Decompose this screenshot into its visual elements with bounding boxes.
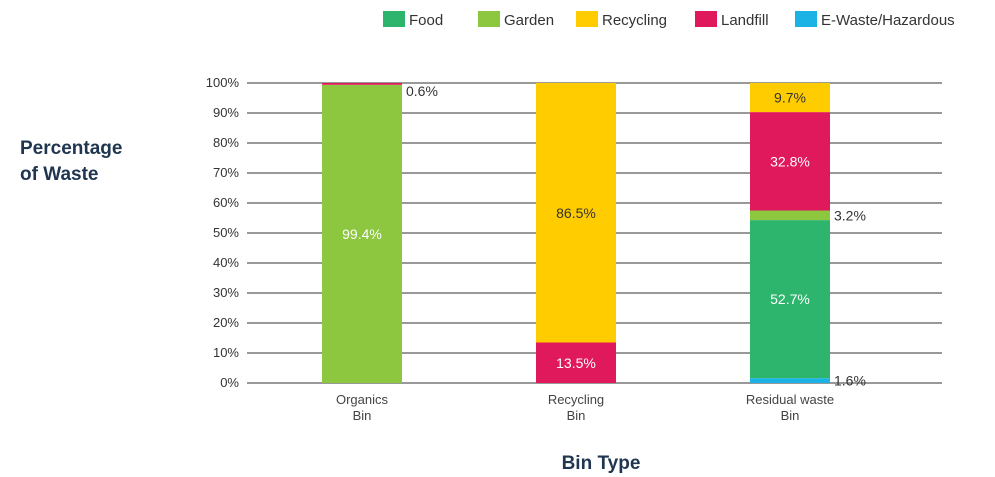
x-category-label: Residual waste Bin bbox=[746, 392, 834, 423]
legend-item-food: Food bbox=[383, 11, 443, 29]
legend-swatch bbox=[383, 11, 405, 27]
bar-segment-recycling bbox=[750, 83, 830, 113]
bar-segment-e-waste-hazardous bbox=[750, 378, 830, 383]
x-category-label: Organics Bin bbox=[336, 392, 389, 423]
bar-segment-landfill bbox=[750, 112, 830, 211]
legend-label: Food bbox=[409, 12, 443, 29]
bar-segment-garden bbox=[750, 210, 830, 221]
y-tick-label: 100% bbox=[206, 75, 240, 90]
legend-label: E-Waste/Hazardous bbox=[821, 12, 955, 29]
x-axis-title: Bin Type bbox=[562, 453, 641, 474]
x-category-label: Recycling Bin bbox=[548, 392, 604, 423]
data-label: 13.5% bbox=[556, 355, 596, 371]
data-label: 52.7% bbox=[770, 291, 810, 307]
legend-item-e-waste-hazardous: E-Waste/Hazardous bbox=[795, 11, 955, 29]
y-axis-ticks: 0% 10% 20% 30% 40% 50% 60% 70% 80% 90% 100% bbox=[206, 75, 240, 390]
legend-item-landfill: Landfill bbox=[695, 11, 769, 29]
data-labels: 99.4% 0.6% 13.5% 86.5% 1.6% 52.7% 3.2% 32.8% 9.7… bbox=[342, 83, 866, 389]
y-axis-title: Percentage of Waste bbox=[20, 138, 122, 185]
legend-item-garden: Garden bbox=[478, 11, 554, 29]
bars bbox=[322, 83, 830, 384]
legend-label: Recycling bbox=[602, 12, 667, 29]
y-tick-label: 50% bbox=[213, 225, 239, 240]
bar-segment-landfill bbox=[322, 83, 402, 85]
bar-segment-food bbox=[750, 220, 830, 379]
x-axis-categories: Organics Bin Recycling Bin Residual waste Bin bbox=[336, 392, 834, 423]
data-label: 9.7% bbox=[774, 90, 806, 106]
y-tick-label: 10% bbox=[213, 345, 239, 360]
data-label: 1.6% bbox=[834, 373, 866, 389]
legend-swatch bbox=[576, 11, 598, 27]
legend-label: Landfill bbox=[721, 12, 769, 29]
bar-segment-garden bbox=[322, 84, 402, 384]
y-axis-title-line: Percentage bbox=[20, 138, 122, 159]
y-tick-label: 70% bbox=[213, 165, 239, 180]
legend-swatch bbox=[795, 11, 817, 27]
y-tick-label: 40% bbox=[213, 255, 239, 270]
bar-segment-recycling bbox=[536, 83, 616, 343]
legend-swatch bbox=[695, 11, 717, 27]
data-label: 32.8% bbox=[770, 153, 810, 169]
data-label: 86.5% bbox=[556, 205, 596, 221]
bar-segment-landfill bbox=[536, 342, 616, 383]
y-tick-label: 90% bbox=[213, 105, 239, 120]
data-label: 99.4% bbox=[342, 226, 382, 242]
y-tick-label: 0% bbox=[220, 375, 239, 390]
y-tick-label: 80% bbox=[213, 135, 239, 150]
legend-item-recycling: Recycling bbox=[576, 11, 667, 29]
y-tick-label: 30% bbox=[213, 285, 239, 300]
y-tick-label: 20% bbox=[213, 315, 239, 330]
data-label: 0.6% bbox=[406, 83, 438, 99]
legend-swatch bbox=[478, 11, 500, 27]
y-tick-label: 60% bbox=[213, 195, 239, 210]
data-label: 3.2% bbox=[834, 207, 866, 223]
y-axis-title-line: of Waste bbox=[20, 164, 98, 185]
legend: Food Garden Recycling Landfill E-Waste/Hazar… bbox=[383, 11, 955, 29]
legend-label: Garden bbox=[504, 12, 554, 29]
